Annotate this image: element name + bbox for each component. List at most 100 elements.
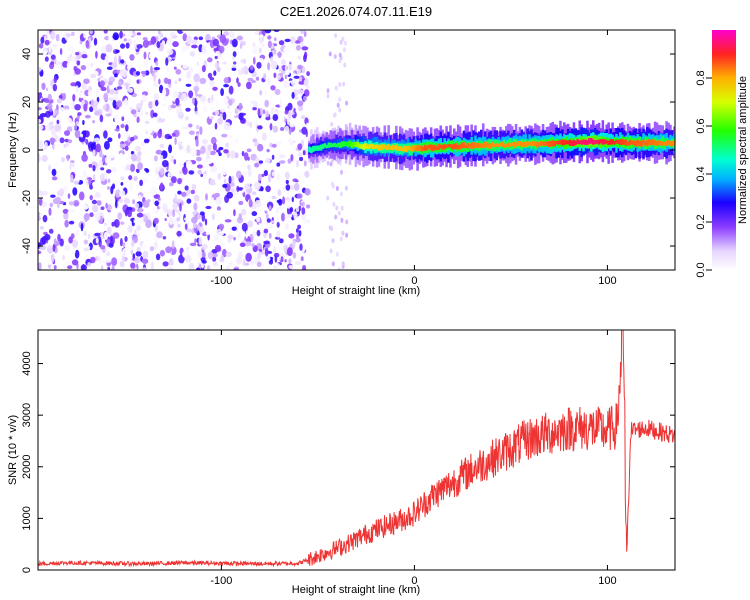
colorbar: 0.0 0.2 0.4 0.6 0.8 Normalized spectral ampl… bbox=[695, 30, 749, 278]
noise-speckle bbox=[83, 103, 88, 112]
noise-speckle bbox=[222, 61, 227, 65]
noise-speckle bbox=[273, 30, 280, 33]
noise-speckle bbox=[41, 47, 48, 55]
noise-speckle bbox=[85, 62, 92, 70]
noise-speckle bbox=[184, 223, 188, 230]
ridge-cell bbox=[576, 139, 580, 145]
noise-speckle bbox=[259, 34, 264, 38]
noise-speckle bbox=[297, 64, 303, 70]
noise-speckle bbox=[118, 80, 122, 88]
noise-speckle bbox=[291, 196, 294, 203]
noise-speckle bbox=[74, 68, 81, 75]
ridge-cell bbox=[624, 139, 628, 146]
noise-speckle bbox=[103, 140, 110, 150]
noise-speckle bbox=[271, 220, 276, 224]
noise-speckle bbox=[100, 265, 104, 270]
noise-speckle bbox=[85, 138, 89, 145]
noise-speckle bbox=[148, 52, 153, 59]
noise-speckle bbox=[188, 90, 194, 99]
noise-speckle bbox=[38, 189, 43, 197]
noise-speckle bbox=[182, 64, 188, 69]
ridge-cell bbox=[522, 142, 526, 147]
noise-speckle bbox=[126, 164, 131, 171]
noise-speckle bbox=[103, 30, 108, 34]
noise-speckle bbox=[222, 111, 227, 121]
noise-speckle bbox=[83, 170, 87, 177]
noise-speckle bbox=[107, 137, 113, 143]
ridge-cell bbox=[451, 144, 454, 150]
noise-speckle bbox=[102, 154, 105, 163]
noise-speckle bbox=[295, 228, 299, 233]
noise-speckle bbox=[214, 109, 220, 116]
noise-speckle bbox=[265, 185, 271, 193]
noise-speckle bbox=[238, 102, 243, 111]
noise-speckle bbox=[56, 104, 59, 111]
noise-speckle bbox=[104, 166, 108, 170]
noise-speckle bbox=[268, 173, 272, 183]
noise-speckle bbox=[130, 109, 137, 115]
noise-speckle bbox=[302, 95, 308, 102]
noise-speckle bbox=[145, 111, 149, 115]
noise-speckle bbox=[171, 132, 176, 137]
noise-speckle bbox=[98, 159, 103, 167]
noise-speckle bbox=[99, 114, 104, 123]
noise-speckle bbox=[268, 232, 272, 239]
noise-speckle bbox=[284, 110, 289, 115]
noise-speckle bbox=[264, 157, 271, 164]
noise-speckle bbox=[64, 130, 70, 137]
noise-speckle bbox=[259, 90, 263, 96]
noise-speckle bbox=[189, 51, 196, 57]
noise-speckle bbox=[263, 73, 267, 80]
noise-speckle bbox=[46, 260, 53, 265]
noise-speckle bbox=[134, 202, 140, 209]
noise-speckle bbox=[68, 201, 75, 206]
ridge-cell bbox=[638, 140, 641, 147]
y-tick-label: 0 bbox=[21, 567, 33, 573]
noise-speckle bbox=[150, 65, 153, 75]
ridge-cell bbox=[439, 144, 443, 149]
noise-speckle bbox=[235, 224, 239, 233]
noise-speckle bbox=[275, 141, 282, 146]
noise-speckle bbox=[90, 256, 96, 264]
ridge-cell bbox=[404, 146, 408, 153]
ridge-cell bbox=[400, 147, 404, 152]
noise-speckle bbox=[303, 30, 307, 38]
noise-speckle bbox=[166, 49, 174, 55]
noise-speckle bbox=[176, 230, 182, 237]
noise-speckle bbox=[118, 198, 124, 204]
noise-speckle bbox=[274, 37, 277, 42]
noise-speckle bbox=[214, 55, 218, 60]
noise-speckle bbox=[124, 145, 129, 151]
noise-speckle bbox=[172, 209, 176, 218]
noise-speckle bbox=[265, 110, 270, 119]
noise-speckle bbox=[94, 173, 101, 182]
noise-speckle bbox=[284, 259, 287, 263]
noise-speckle bbox=[293, 107, 296, 114]
noise-speckle bbox=[297, 133, 302, 137]
y-tick-label: 0 bbox=[21, 147, 33, 153]
ridge-cell bbox=[663, 141, 666, 146]
noise-speckle bbox=[264, 206, 269, 211]
noise-speckle bbox=[284, 125, 290, 132]
colorbar-label: Normalized spectral amplitude bbox=[737, 76, 749, 224]
noise-speckle bbox=[127, 224, 133, 234]
noise-speckle bbox=[56, 98, 62, 104]
noise-speckle bbox=[175, 69, 182, 75]
noise-speckle bbox=[270, 56, 274, 63]
noise-speckle bbox=[200, 173, 203, 177]
noise-speckle bbox=[66, 117, 73, 127]
noise-speckle bbox=[106, 84, 110, 92]
noise-speckle bbox=[278, 40, 285, 46]
noise-speckle bbox=[119, 238, 123, 247]
noise-speckle bbox=[104, 55, 110, 63]
noise-speckle bbox=[228, 175, 232, 184]
noise-speckle bbox=[184, 100, 192, 105]
noise-speckle bbox=[136, 32, 141, 36]
ridge-cell bbox=[649, 140, 653, 146]
noise-speckle bbox=[278, 198, 283, 206]
ridge-cell bbox=[536, 141, 539, 148]
ridge-cell bbox=[343, 141, 346, 147]
noise-speckle bbox=[162, 236, 167, 240]
noise-speckle bbox=[339, 236, 343, 242]
noise-speckle bbox=[121, 68, 128, 78]
